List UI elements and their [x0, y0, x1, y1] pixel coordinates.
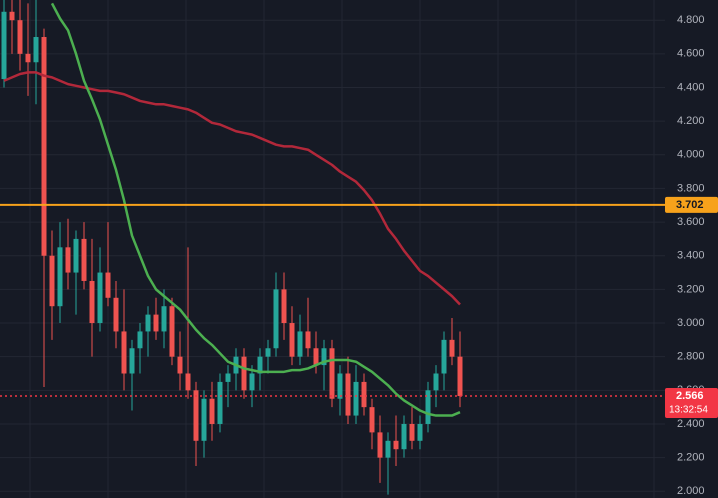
- candle-body: [137, 331, 143, 349]
- y-tick-label: 4.400: [677, 81, 705, 93]
- candle-body: [257, 356, 263, 374]
- vertical-grid: [29, 0, 655, 498]
- candle-body: [385, 440, 391, 458]
- countdown-label: 13:32:54: [669, 405, 708, 416]
- candle-body: [1, 11, 7, 80]
- candle-body: [321, 348, 327, 366]
- candle-body: [433, 373, 439, 391]
- candle-body: [337, 373, 343, 399]
- candle-body: [169, 306, 175, 357]
- candle-body: [89, 280, 95, 324]
- candle-body: [49, 255, 55, 307]
- candle-body: [457, 356, 463, 397]
- candle-body: [425, 390, 431, 424]
- candle-body: [377, 432, 383, 458]
- y-tick-label: 4.200: [677, 115, 705, 127]
- y-tick-label: 2.200: [677, 452, 705, 464]
- candle-body: [313, 348, 319, 366]
- candle-body: [353, 381, 359, 416]
- y-tick-label: 3.000: [677, 317, 705, 329]
- candle-body: [409, 423, 415, 441]
- candle-body: [105, 272, 111, 298]
- candle-body: [201, 398, 207, 441]
- candle-body: [73, 238, 79, 273]
- candle-body: [273, 289, 279, 349]
- candle-body: [369, 407, 375, 433]
- candle-body: [297, 331, 303, 357]
- candle-body: [441, 339, 447, 374]
- candle-body: [193, 390, 199, 441]
- candle-body: [177, 356, 183, 374]
- candle-body: [33, 37, 39, 63]
- candle-body: [185, 373, 191, 391]
- candle-body: [153, 314, 159, 332]
- candle-body: [449, 339, 455, 357]
- candle-body: [97, 272, 103, 324]
- candle-body: [393, 440, 399, 450]
- candle-body: [361, 381, 367, 408]
- candle-body: [265, 348, 271, 357]
- price-label: 2.566: [676, 390, 704, 402]
- candle-body: [81, 238, 87, 281]
- y-tick-label: 2.000: [677, 485, 705, 497]
- y-tick-label: 4.000: [677, 149, 705, 161]
- y-tick-label: 3.600: [677, 216, 705, 228]
- y-tick-label: 4.600: [677, 48, 705, 60]
- candle-body: [65, 247, 71, 273]
- y-tick-label: 4.800: [677, 14, 705, 26]
- candle-body: [225, 373, 231, 382]
- moving-average-line: [50, 2, 461, 417]
- price-label-box: [665, 196, 718, 213]
- candle-body: [129, 348, 135, 374]
- candle-body: [41, 37, 47, 256]
- candle-body: [305, 331, 311, 349]
- candle-body: [289, 323, 295, 357]
- candle-body: [329, 348, 335, 399]
- candle-body: [241, 356, 247, 391]
- y-tick-label: 3.200: [677, 283, 705, 295]
- candle-body: [145, 314, 151, 332]
- price-label-box: [665, 388, 718, 419]
- candle-body: [401, 423, 407, 450]
- candle-body: [25, 53, 31, 63]
- price-label: 3.702: [676, 199, 704, 211]
- plot-area: [0, 0, 665, 495]
- candle-body: [121, 331, 127, 374]
- y-tick-label: 3.800: [677, 182, 705, 194]
- candle-body: [57, 247, 63, 307]
- price-axis: 2.0002.2002.4002.6002.8003.0003.2003.400…: [665, 14, 718, 497]
- y-tick-label: 3.400: [677, 250, 705, 262]
- moving-average-line: [3, 71, 461, 306]
- candle-body: [417, 423, 423, 441]
- candle-body: [17, 20, 23, 54]
- y-tick-label: 2.800: [677, 351, 705, 363]
- candle-body: [113, 297, 119, 332]
- candle-body: [249, 373, 255, 391]
- candle-body: [345, 373, 351, 416]
- candle-body: [209, 398, 215, 424]
- candle-body: [281, 289, 287, 324]
- candle-body: [161, 306, 167, 332]
- candle-body: [217, 381, 223, 424]
- y-tick-label: 2.400: [677, 418, 705, 430]
- candle-body: [9, 11, 15, 21]
